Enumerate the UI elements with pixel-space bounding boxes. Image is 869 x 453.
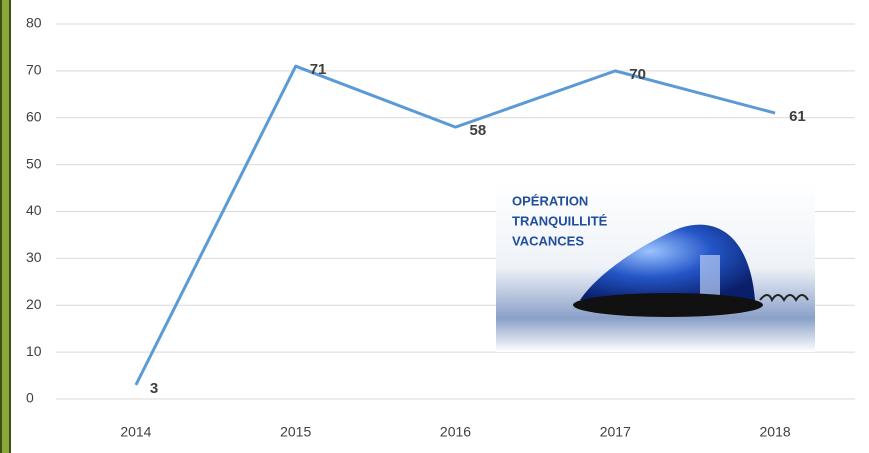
logo-image: OPÉRATION TRANQUILLITÉ VACANCES — [496, 183, 815, 352]
logo-text: VACANCES — [512, 233, 584, 248]
x-tick-label: 2015 — [280, 424, 311, 440]
data-label: 3 — [150, 380, 158, 397]
y-tick-label: 0 — [26, 390, 34, 406]
y-tick-label: 30 — [26, 249, 42, 265]
logo-text: OPÉRATION — [512, 193, 588, 208]
y-tick-label: 40 — [26, 202, 42, 218]
x-tick-label: 2018 — [760, 424, 791, 440]
logo-text: TRANQUILLITÉ — [512, 213, 608, 228]
x-tick-label: 2017 — [600, 424, 631, 440]
x-tick-label: 2014 — [120, 424, 151, 440]
siren-base — [573, 293, 763, 317]
y-tick-label: 10 — [26, 343, 42, 359]
series-line — [134, 64, 776, 386]
siren-cable — [759, 294, 809, 303]
y-tick-label: 20 — [26, 296, 42, 312]
side-bar — [0, 0, 11, 453]
data-label: 58 — [470, 122, 487, 139]
x-tick-label: 2016 — [440, 424, 471, 440]
data-label: 70 — [629, 66, 646, 83]
y-tick-label: 60 — [26, 108, 42, 124]
data-label: 71 — [310, 61, 327, 78]
data-label: 61 — [789, 108, 806, 125]
y-tick-label: 80 — [26, 15, 42, 31]
y-tick-label: 50 — [26, 155, 42, 171]
y-tick-label: 70 — [26, 62, 42, 78]
house-icon — [700, 255, 720, 295]
